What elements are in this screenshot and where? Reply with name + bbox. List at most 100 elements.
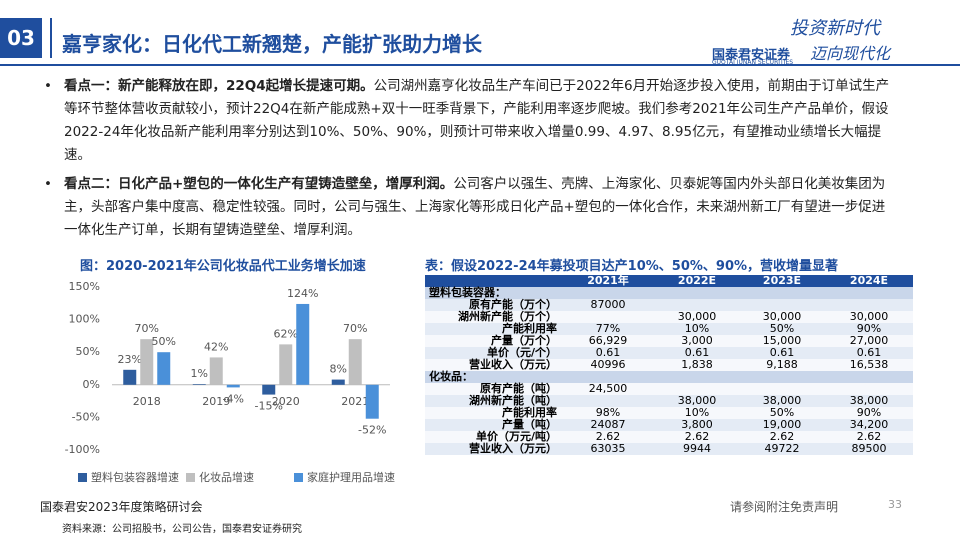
bullet-text: 公司客户以强生、壳牌、上海家化、贝泰妮等国内外头部日化美妆集团为主，头部客户集中…	[64, 176, 886, 238]
table-cell: 19,000	[739, 419, 825, 431]
table-cell: 湖州新产能（万个）	[425, 311, 561, 323]
table-cell: 0.61	[825, 347, 913, 359]
table-cell: 49722	[739, 443, 825, 455]
table-cell: 3,000	[655, 335, 739, 347]
table-cell	[655, 371, 739, 383]
footer: 国泰君安2023年度策略研讨会	[40, 500, 203, 514]
table-cell: 产量（吨）	[425, 419, 561, 431]
table-cell: 30,000	[825, 311, 913, 323]
table-cell: 24,500	[561, 383, 655, 395]
table-cell: 66,929	[561, 335, 655, 347]
table-cell: 2.62	[561, 431, 655, 443]
table-cell: 90%	[825, 323, 913, 335]
value-label: -15%	[255, 400, 283, 413]
table-cell	[561, 311, 655, 323]
table-cell: 10%	[655, 407, 739, 419]
table-cell: 3,800	[655, 419, 739, 431]
x-tick-label: 2020	[272, 395, 300, 408]
logo-subtext: GUOTAI JUNAN SECURITIES	[712, 59, 794, 66]
bar	[365, 384, 379, 419]
section-number: 03	[0, 18, 42, 58]
table-cell: 30,000	[739, 311, 825, 323]
table-cell: 原有产能（吨）	[425, 383, 561, 395]
table-cell: 2.62	[739, 431, 825, 443]
legend-label: 化妆品增速	[199, 470, 254, 484]
slide-title: 嘉亨家化：日化代工新翘楚，产能扩张助力增长	[62, 32, 482, 56]
table-cell: 单价（元/个）	[425, 347, 561, 359]
chart-title: 图：2020-2021年公司化妆品代工业务增长加速	[80, 259, 366, 274]
bar	[226, 384, 240, 388]
value-label: 8%	[330, 363, 347, 376]
value-label: 70%	[135, 322, 159, 335]
table-cell: 38,000	[655, 395, 739, 407]
bar	[331, 379, 345, 385]
table-cell	[655, 299, 739, 311]
table-cell: 单价（万元/吨）	[425, 431, 561, 443]
table-row: 原有产能（吨） 24,500	[425, 383, 913, 395]
table-cell	[561, 287, 655, 299]
bar	[157, 352, 171, 385]
legend-swatch	[186, 473, 195, 482]
table-title: 表：假设2022-24年募投项目达产10%、50%、90%，营收增量显著	[425, 259, 839, 274]
table-cell: 0.61	[561, 347, 655, 359]
bar	[348, 339, 362, 385]
table-cell: 产能利用率	[425, 407, 561, 419]
table-cell: 2023E	[739, 275, 825, 287]
bar	[192, 384, 206, 385]
bullet-list: 看点一：新产能释放在即，22Q4起增长提速可期。公司湖州嘉亨化妆品生产车间已于2…	[40, 75, 890, 248]
slogan: 迈向现代化	[810, 44, 891, 63]
table-row: 产能利用率 77% 10% 50% 90%	[425, 323, 913, 335]
header-rule	[0, 64, 960, 66]
table-cell: 34,200	[825, 419, 913, 431]
y-tick-label: 150%	[69, 280, 100, 293]
table-row: 营业收入（万元） 63035 9944 49722 89500	[425, 443, 913, 455]
table-cell: 38,000	[739, 395, 825, 407]
table-cell	[561, 395, 655, 407]
bullet-text: 公司湖州嘉亨化妆品生产车间已于2022年6月开始逐步投入使用，前期由于订单试生产…	[64, 78, 890, 163]
table-cell: 1,838	[655, 359, 739, 371]
x-tick-label: 2018	[133, 395, 161, 408]
table-cell: 营业收入（万元）	[425, 359, 561, 371]
table-cell	[739, 287, 825, 299]
table-cell: 0.61	[655, 347, 739, 359]
legend-label: 家庭护理用品增速	[307, 470, 395, 484]
value-label: 23%	[118, 353, 142, 366]
table-cell	[739, 383, 825, 395]
bar	[262, 384, 276, 395]
table-cell: 化妆品：	[425, 371, 561, 383]
table-cell: 87000	[561, 299, 655, 311]
bullet: 看点一：新产能释放在即，22Q4起增长提速可期。公司湖州嘉亨化妆品生产车间已于2…	[40, 75, 890, 167]
table-cell: 15,000	[739, 335, 825, 347]
legend-label: 塑料包装容器增速	[91, 470, 179, 484]
y-tick-label: -100%	[65, 443, 100, 456]
table-cell: 63035	[561, 443, 655, 455]
divider	[50, 18, 52, 58]
table-cell	[561, 371, 655, 383]
bar	[123, 369, 137, 385]
table-row: 单价（万元/吨） 2.62 2.62 2.62 2.62	[425, 431, 913, 443]
table-cell: 89500	[825, 443, 913, 455]
table-cell	[655, 287, 739, 299]
logo-text: 国泰君安证券	[712, 48, 791, 63]
value-label: 62%	[274, 327, 298, 340]
table-row: 湖州新产能（万个） 30,000 30,000 30,000	[425, 311, 913, 323]
table-cell: 27,000	[825, 335, 913, 347]
table-cell	[825, 299, 913, 311]
value-label: 42%	[204, 340, 228, 353]
y-tick-label: 0%	[83, 378, 100, 391]
table-row: 营业收入（万元） 40996 1,838 9,188 16,538	[425, 359, 913, 371]
table-cell	[739, 371, 825, 383]
table-cell: 77%	[561, 323, 655, 335]
table-cell: 24087	[561, 419, 655, 431]
bar	[279, 344, 293, 385]
y-tick-label: 50%	[76, 345, 100, 358]
table-cell: 2024E	[825, 275, 913, 287]
table-cell: 50%	[739, 407, 825, 419]
table-cell	[739, 299, 825, 311]
table-cell: 16,538	[825, 359, 913, 371]
value-label: 124%	[287, 287, 318, 300]
table-row: 产能利用率 98% 10% 50% 90%	[425, 407, 913, 419]
table-cell: 9,188	[739, 359, 825, 371]
table-cell: 30,000	[655, 311, 739, 323]
table-cell: 98%	[561, 407, 655, 419]
